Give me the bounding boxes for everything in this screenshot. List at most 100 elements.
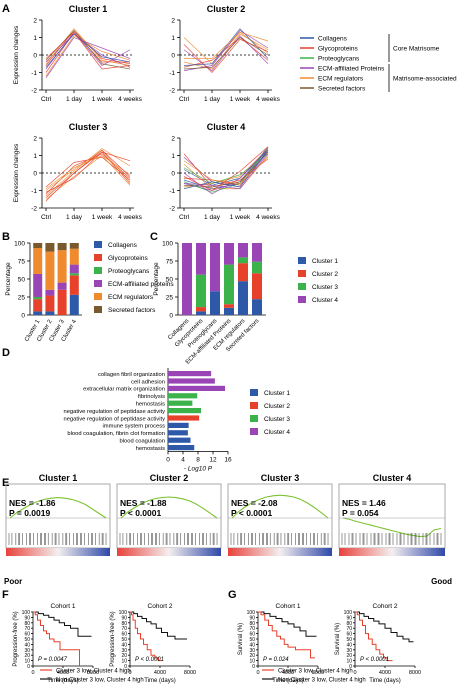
stacked-bar-segment xyxy=(45,243,55,252)
x-tick-label: 1 day xyxy=(66,214,83,221)
x-tick-label: 4 weeks xyxy=(256,214,281,221)
y-tick-label: -1 xyxy=(169,188,175,195)
stacked-bar-segment xyxy=(45,311,55,315)
y-tick-label: 40 xyxy=(24,642,30,648)
y-tick-label: 40 xyxy=(346,642,352,648)
series-line xyxy=(183,146,269,191)
x-tick-label: 4000 xyxy=(282,670,294,676)
stacked-bar-segment xyxy=(69,243,79,249)
gsea-title: Cluster 4 xyxy=(373,473,412,483)
legend-label: Proteoglycans xyxy=(108,268,150,275)
km-curve-black xyxy=(130,611,187,640)
x-tick-label: 8000 xyxy=(87,670,99,676)
y-tick-label: 20 xyxy=(121,653,127,659)
legend-label: Cluster 3 low, Cluster 4 high xyxy=(278,669,353,675)
series-line xyxy=(183,155,269,190)
axis-end-label: Poor xyxy=(4,577,22,586)
gsea-title: Cluster 3 xyxy=(261,473,300,483)
km-p-value: P = 0.0047 xyxy=(38,657,68,663)
y-tick-label: 50 xyxy=(166,277,174,284)
category-label: hemostasis xyxy=(136,402,165,408)
y-tick-label: 10 xyxy=(346,659,352,665)
x-axis-label: Time (days) xyxy=(272,678,303,684)
y-tick-label: 30 xyxy=(249,648,255,654)
x-tick-label: 1 day xyxy=(204,214,221,221)
y-tick-label: 0 xyxy=(21,313,25,320)
x-tick-label: 4 weeks xyxy=(118,214,143,221)
y-tick-label: 40 xyxy=(249,642,255,648)
series-line xyxy=(45,35,131,77)
cluster-title: Cluster 3 xyxy=(69,122,108,132)
km-curve-red xyxy=(258,611,315,659)
legend-label: Cluster 3 low, Cluster 4 high xyxy=(56,669,131,675)
y-tick-label: -1 xyxy=(169,70,175,77)
y-tick-label: 90 xyxy=(249,615,255,621)
legend-label: ECM-affiliated Proteins xyxy=(318,66,385,73)
y-tick-label: 50 xyxy=(346,637,352,643)
x-tick-label: 4 weeks xyxy=(118,96,143,103)
legend-swatch xyxy=(298,257,306,264)
x-tick-label: 4000 xyxy=(154,670,166,676)
legend-label: Collagens xyxy=(318,36,348,43)
legend-swatch xyxy=(298,270,306,277)
y-tick-label: -2 xyxy=(169,88,175,95)
stacked-bar-segment xyxy=(45,289,55,296)
nes-value: NES = -1.88 xyxy=(120,498,167,508)
category-label: collagen fibril organization xyxy=(98,372,165,378)
ranked-gradient-bar xyxy=(117,548,221,556)
series-line xyxy=(45,151,131,198)
y-tick-label: 70 xyxy=(121,626,127,632)
category-label: immune system process xyxy=(103,424,166,430)
x-tick-label: 8000 xyxy=(312,670,324,676)
y-tick-label: 100 xyxy=(162,241,173,248)
km-curve-red xyxy=(130,611,162,662)
category-label: fibrinolysis xyxy=(138,394,165,400)
bar xyxy=(168,437,191,443)
km-p-value: P < 0.0001 xyxy=(135,657,164,663)
km-p-value: P = 0.024 xyxy=(263,657,289,663)
bar xyxy=(168,408,201,414)
y-tick-label: 0 xyxy=(171,171,175,178)
x-tick-label: 8 xyxy=(196,456,200,463)
legend-label: Cluster 1 xyxy=(312,258,338,265)
p-value: P = 0.054 xyxy=(342,508,379,518)
cohort-title: Cohort 1 xyxy=(51,603,76,610)
series-line xyxy=(184,31,269,59)
y-tick-label: 100 xyxy=(247,610,256,616)
y-tick-label: 60 xyxy=(121,632,127,638)
legend-label: Non-Cluster 3 low, Cluster 4 high xyxy=(56,678,144,684)
y-axis-label: Expression changes xyxy=(13,25,20,84)
x-tick-label: 4000 xyxy=(57,670,69,676)
legend-label: Non-Cluster 3 low, Cluster 4 high xyxy=(278,678,366,684)
legend-label: Secreted factors xyxy=(108,307,156,314)
stacked-bar-segment xyxy=(224,264,234,305)
legend-swatch xyxy=(298,296,306,303)
y-tick-label: 80 xyxy=(24,621,30,627)
bar xyxy=(168,415,200,421)
km-curve-black xyxy=(355,611,414,643)
y-tick-label: -1 xyxy=(31,188,37,195)
stacked-bar-segment xyxy=(57,289,67,315)
p-value: P < 0.0001 xyxy=(231,508,272,518)
legend-label: Proteoglycans xyxy=(318,56,360,63)
y-axis-label: Progression-free (%) xyxy=(13,611,19,666)
y-axis-label: Survival (%) xyxy=(238,623,244,655)
stacked-bar-segment xyxy=(252,299,262,315)
y-tick-label: 60 xyxy=(249,632,255,638)
legend-label: ECM regulators xyxy=(318,76,364,83)
series-line xyxy=(183,146,269,193)
stacked-bar-segment xyxy=(45,251,55,290)
stacked-bar-segment xyxy=(238,263,248,282)
y-tick-label: -2 xyxy=(31,88,37,95)
y-tick-label: 70 xyxy=(346,626,352,632)
legend-swatch xyxy=(94,293,102,300)
y-tick-label: 0 xyxy=(124,664,127,670)
y-tick-label: 2 xyxy=(33,18,37,25)
bar xyxy=(168,371,212,377)
y-tick-label: 0 xyxy=(171,53,175,60)
legend-label: Secreted factors xyxy=(318,86,366,93)
stacked-bar-segment xyxy=(238,257,248,264)
stacked-bar-segment xyxy=(33,311,43,315)
stacked-bar-segment xyxy=(33,248,43,274)
enrichment-curve xyxy=(231,494,329,519)
